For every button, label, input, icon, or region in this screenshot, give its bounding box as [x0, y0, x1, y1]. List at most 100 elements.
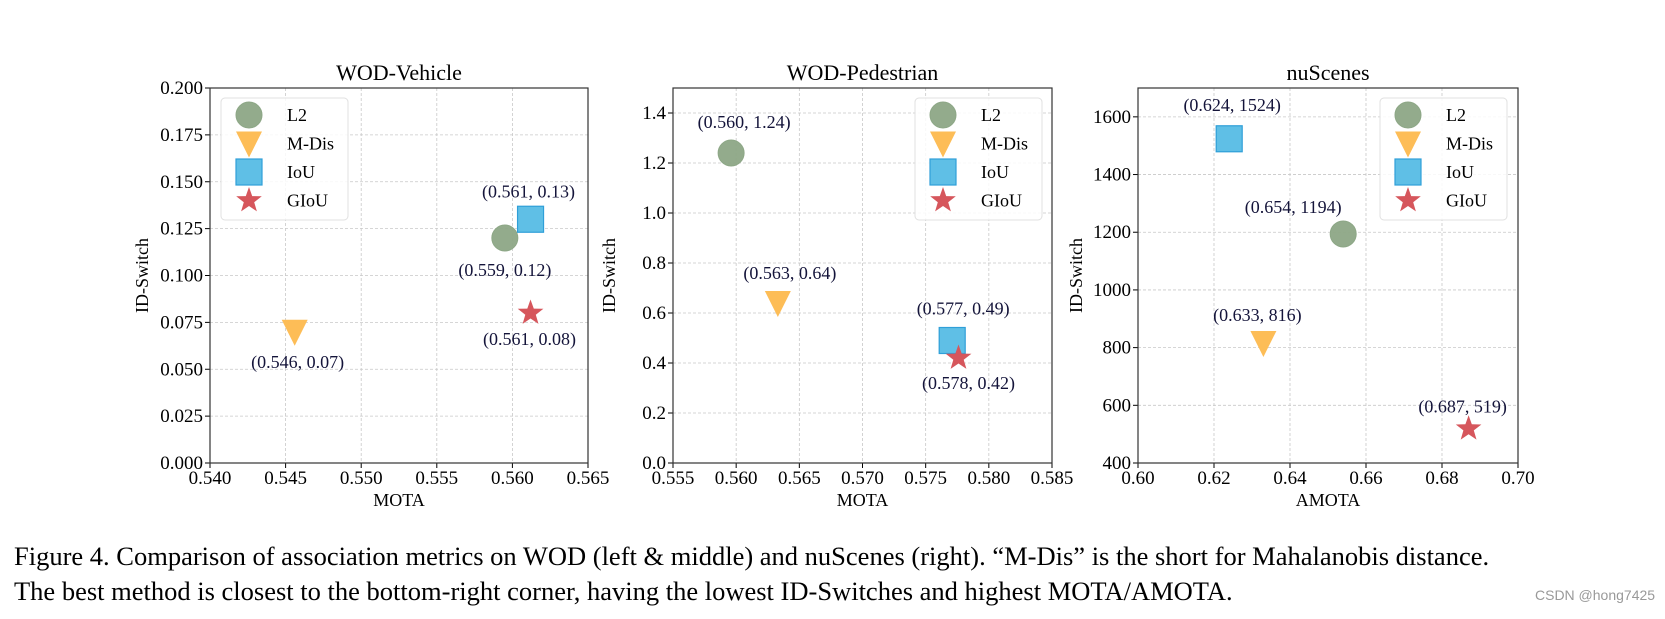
legend-marker-giou — [236, 187, 262, 212]
data-point-l2 — [491, 224, 519, 252]
y-tick-label: 1000 — [1093, 280, 1131, 301]
data-point-iou — [938, 326, 966, 355]
y-tick-label: 800 — [1103, 338, 1132, 359]
legend-frame — [914, 97, 1043, 221]
y-tick-label: 0.100 — [160, 266, 203, 287]
legend: L2 M-Dis IoU GIoU — [1379, 97, 1508, 221]
data-point-m-dis — [1250, 331, 1277, 357]
data-point-m-dis — [281, 319, 308, 346]
y-tick-label: 1.4 — [642, 103, 666, 124]
legend-marker-m-dis — [236, 131, 262, 158]
plot-frame — [1137, 87, 1519, 464]
y-tick-label: 0.6 — [642, 303, 666, 324]
y-tick-label: 0.150 — [160, 172, 203, 193]
chart-title: WOD-Pedestrian — [787, 60, 939, 85]
y-tick-label: 600 — [1103, 395, 1132, 416]
legend-label: M-Dis — [1446, 134, 1493, 154]
legend-marker-giou — [930, 187, 956, 212]
data-point-iou — [1215, 125, 1243, 153]
x-axis-label: AMOTA — [1296, 490, 1361, 510]
legend: L2 M-Dis IoU GIoU — [914, 97, 1043, 221]
data-point-m-dis — [764, 291, 791, 317]
data-label: (0.563, 0.64) — [743, 263, 836, 284]
x-tick-label: 0.575 — [904, 468, 947, 489]
y-axis-label: ID-Switch — [599, 238, 619, 313]
legend-label: IoU — [981, 162, 1009, 182]
y-tick-label: 1200 — [1093, 222, 1131, 243]
plot-frame — [209, 87, 589, 464]
y-axis-label: ID-Switch — [1066, 238, 1086, 313]
x-tick-label: 0.545 — [264, 468, 307, 489]
data-point-l2 — [1329, 220, 1357, 248]
data-label: (0.561, 0.08) — [483, 329, 576, 350]
legend-frame — [1379, 97, 1508, 221]
y-tick-label: 1400 — [1093, 165, 1131, 186]
legend-label: M-Dis — [981, 134, 1028, 154]
caption-line-1: Figure 4. Comparison of association metr… — [14, 541, 1490, 571]
data-label: (0.561, 0.13) — [482, 181, 575, 202]
legend-marker-m-dis — [1395, 131, 1421, 158]
x-axis-label: MOTA — [373, 490, 425, 510]
y-tick-label: 0.025 — [160, 406, 203, 427]
y-tick-label: 0.4 — [642, 353, 666, 374]
chart-title: nuScenes — [1286, 60, 1369, 85]
x-tick-label: 0.540 — [189, 468, 232, 489]
legend-label: L2 — [981, 105, 1001, 125]
chart-wod-vehicle: 0.540 0.545 0.550 0.555 0.560 0.565 0.000 0.025… — [132, 60, 609, 510]
x-tick-label: 0.565 — [567, 468, 610, 489]
y-tick-label: 0.125 — [160, 219, 203, 240]
legend-marker-l2 — [235, 101, 263, 129]
plot-frame — [672, 87, 1053, 464]
legend-label: GIoU — [981, 191, 1022, 211]
watermark: CSDN @hong7425 — [1535, 587, 1656, 603]
y-tick-label: 1600 — [1093, 107, 1131, 128]
x-axis-label: MOTA — [837, 490, 889, 510]
legend-label: L2 — [287, 105, 307, 125]
y-tick-label: 0.2 — [642, 403, 666, 424]
legend-marker-l2 — [1394, 101, 1422, 129]
y-tick-label: 0.200 — [160, 78, 203, 99]
y-tick-label: 1.2 — [642, 153, 666, 174]
x-tick-label: 0.580 — [967, 468, 1010, 489]
x-tick-label: 0.62 — [1197, 468, 1230, 489]
data-label: (0.578, 0.42) — [922, 373, 1015, 394]
y-tick-label: 0.175 — [160, 125, 203, 146]
x-tick-label: 0.570 — [841, 468, 884, 489]
data-label: (0.687, 519) — [1418, 397, 1507, 418]
x-tick-label: 0.560 — [491, 468, 534, 489]
legend-label: M-Dis — [287, 134, 334, 154]
legend: L2 M-Dis IoU GIoU — [220, 97, 349, 221]
legend-label: IoU — [1446, 162, 1474, 182]
y-tick-label: 0.050 — [160, 359, 203, 380]
chart-wod-pedestrian: 0.555 0.560 0.565 0.570 0.575 0.580 0.585 0.0 0.… — [599, 60, 1073, 510]
y-tick-label: 1.0 — [642, 203, 666, 224]
x-tick-label: 0.560 — [715, 468, 758, 489]
legend-label: L2 — [1446, 105, 1466, 125]
y-tick-label: 400 — [1103, 453, 1132, 474]
chart-nuscenes: 0.60 0.62 0.64 0.66 0.68 0.70 400 600 800 1000 120… — [1066, 60, 1535, 510]
x-tick-label: 0.555 — [652, 468, 695, 489]
legend-marker-l2 — [929, 101, 957, 129]
legend-marker-giou — [1395, 187, 1421, 212]
legend-marker-iou — [929, 158, 957, 186]
y-tick-label: 0.0 — [642, 453, 666, 474]
y-tick-label: 0.000 — [160, 453, 203, 474]
legend-label: GIoU — [1446, 191, 1487, 211]
data-label: (0.654, 1194) — [1245, 197, 1342, 218]
x-tick-label: 0.550 — [340, 468, 383, 489]
x-tick-label: 0.66 — [1349, 468, 1382, 489]
y-axis-label: ID-Switch — [132, 238, 152, 313]
data-point-l2 — [717, 139, 745, 167]
legend-label: IoU — [287, 162, 315, 182]
x-tick-label: 0.565 — [778, 468, 821, 489]
x-tick-label: 0.555 — [415, 468, 458, 489]
data-label: (0.546, 0.07) — [251, 352, 344, 373]
data-label: (0.559, 0.12) — [458, 260, 551, 281]
legend-marker-m-dis — [930, 131, 956, 158]
chart-title: WOD-Vehicle — [336, 60, 462, 85]
legend-label: GIoU — [287, 191, 328, 211]
data-label: (0.633, 816) — [1213, 305, 1302, 326]
x-tick-label: 0.68 — [1425, 468, 1458, 489]
y-tick-label: 0.075 — [160, 312, 203, 333]
